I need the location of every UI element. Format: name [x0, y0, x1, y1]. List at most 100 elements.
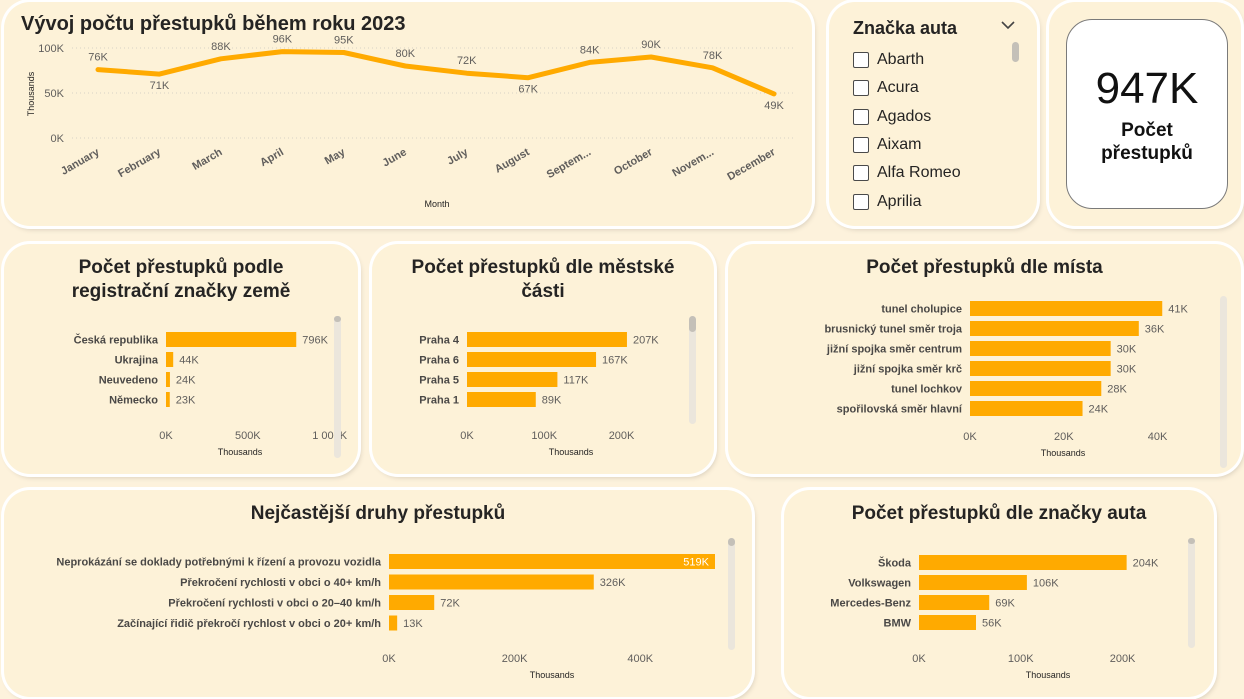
x-tick-label: 0K	[382, 653, 396, 665]
data-label: 204K	[1133, 558, 1159, 570]
x-tick-label: 0K	[159, 430, 173, 442]
line-chart[interactable]: 100K 50K 0K Thousands 76K January 71K February 8…	[4, 2, 812, 226]
place-scrollbar[interactable]	[1220, 296, 1227, 468]
brand-scrollbar[interactable]	[1188, 538, 1195, 648]
category-label: Začínající řidič překročí rychlost v obc…	[117, 618, 381, 630]
x-tick-label: 0K	[912, 653, 926, 665]
data-label: 80K	[395, 48, 415, 60]
bar	[970, 301, 1163, 316]
brand-slicer-card: Značka auta Abarth Acura Agados Aixam Al…	[829, 2, 1037, 226]
checkbox[interactable]	[853, 80, 869, 97]
x-tick-label: 400K	[627, 653, 653, 665]
y-tick-label: 100K	[38, 43, 64, 55]
data-label: 30K	[1117, 344, 1137, 356]
category-label: Praha 4	[419, 335, 460, 347]
place-chart[interactable]: tunel cholupice 41K brusnický tunel směr t…	[728, 244, 1241, 474]
data-label: 13K	[403, 618, 423, 630]
bar	[389, 554, 715, 569]
data-label: 326K	[600, 577, 626, 589]
checkbox[interactable]	[853, 165, 869, 182]
x-tick-label: Novem...	[670, 146, 716, 179]
district-scroll-thumb[interactable]	[689, 316, 696, 332]
x-tick-label: 500K	[235, 430, 261, 442]
slicer-scrollbar[interactable]	[1012, 42, 1019, 62]
brand-chart[interactable]: Škoda 204K Volkswagen 106K Mercedes-Benz 69K B…	[784, 490, 1214, 697]
country-scrollbar[interactable]	[334, 316, 341, 458]
slicer-list: Abarth Acura Agados Aixam Alfa Romeo Apr…	[853, 46, 961, 216]
brand-scroll-thumb[interactable]	[1188, 538, 1195, 544]
data-label: 117K	[563, 375, 589, 387]
slicer-item-label: Aprilia	[877, 192, 922, 210]
data-label: 76K	[88, 52, 108, 64]
y-tick-label: 50K	[44, 88, 64, 100]
slicer-item-alfa-romeo[interactable]: Alfa Romeo	[853, 159, 961, 187]
data-label: 71K	[150, 80, 170, 92]
slicer-item-acura[interactable]: Acura	[853, 74, 961, 102]
types-scroll-thumb[interactable]	[728, 538, 735, 546]
kpi-label: Počet přestupků	[1101, 120, 1193, 164]
data-label: 56K	[982, 618, 1002, 630]
x-axis-title: Thousands	[530, 670, 575, 680]
checkbox[interactable]	[853, 52, 869, 69]
data-label: 796K	[302, 335, 328, 347]
category-label: Mercedes-Benz	[830, 598, 911, 610]
district-scrollbar[interactable]	[689, 316, 696, 424]
bar	[919, 615, 976, 630]
line-chart-title: Vývoj počtu přestupků během roku 2023	[21, 13, 406, 35]
bar	[389, 615, 398, 631]
slicer-item-abarth[interactable]: Abarth	[853, 46, 961, 74]
data-label: 24K	[1089, 404, 1109, 416]
x-axis-title: Thousands	[218, 447, 263, 457]
x-tick-label: Septem...	[545, 146, 593, 181]
category-label: Praha 6	[419, 355, 459, 367]
data-label: 41K	[1168, 304, 1188, 316]
slicer-title: Značka auta	[853, 18, 958, 38]
data-label: 90K	[641, 39, 661, 51]
data-label: 167K	[602, 355, 628, 367]
slicer-item-aixam[interactable]: Aixam	[853, 131, 961, 159]
checkbox[interactable]	[853, 108, 869, 125]
checkbox[interactable]	[853, 137, 869, 154]
x-tick-label: October	[612, 146, 655, 178]
x-tick-label: 1 000K	[312, 430, 348, 442]
country-chart[interactable]: Česká republika 796K Ukrajina 44K Neuvedeno 2…	[4, 244, 358, 474]
bar	[970, 381, 1102, 396]
kpi-card: 947K Počet přestupků	[1049, 2, 1241, 226]
category-label: Volkswagen	[848, 578, 911, 590]
slicer-item-agados[interactable]: Agados	[853, 103, 961, 131]
x-tick-label: January	[59, 146, 102, 178]
country-scroll-thumb[interactable]	[334, 316, 341, 322]
bar	[467, 352, 597, 367]
place-chart-card: Počet přestupků dle místa tunel cholupic…	[728, 244, 1241, 474]
y-axis-title: Thousands	[26, 71, 36, 116]
x-tick-label: June	[381, 146, 409, 169]
types-chart-title: Nejčastější druhy přestupků	[250, 503, 506, 524]
district-chart-title: Počet přestupků dle městské části	[411, 257, 675, 302]
x-tick-label: 0K	[963, 431, 977, 443]
data-label: 88K	[211, 41, 231, 53]
x-tick-label: 0K	[460, 430, 474, 442]
data-label: 207K	[633, 335, 659, 347]
category-label: BMW	[884, 618, 912, 630]
x-tick-label: July	[445, 146, 471, 168]
x-tick-label: March	[190, 146, 224, 173]
bar	[166, 352, 174, 367]
category-label: Škoda	[878, 557, 912, 570]
x-tick-label: 200K	[502, 653, 528, 665]
series-line	[95, 49, 777, 97]
district-chart[interactable]: Praha 4 207K Praha 6 167K Praha 5 117K Praha 1…	[372, 244, 714, 474]
x-tick-label: April	[258, 146, 286, 169]
line-chart-card: Vývoj počtu přestupků během roku 2023 10…	[4, 2, 812, 226]
brand-chart-title: Počet přestupků dle značky auta	[851, 503, 1147, 524]
data-label: 24K	[176, 375, 196, 387]
x-tick-label: 40K	[1148, 431, 1168, 443]
chevron-down-icon[interactable]	[1001, 20, 1015, 30]
types-scrollbar[interactable]	[728, 538, 735, 650]
x-tick-label: 100K	[1008, 653, 1034, 665]
data-label: 49K	[764, 100, 784, 112]
types-chart[interactable]: Neprokázání se doklady potřebnými k říze…	[4, 490, 752, 697]
checkbox[interactable]	[853, 193, 869, 210]
slicer-item-aprilia[interactable]: Aprilia	[853, 187, 961, 215]
x-tick-label: 200K	[609, 430, 635, 442]
data-label: 72K	[440, 598, 460, 610]
